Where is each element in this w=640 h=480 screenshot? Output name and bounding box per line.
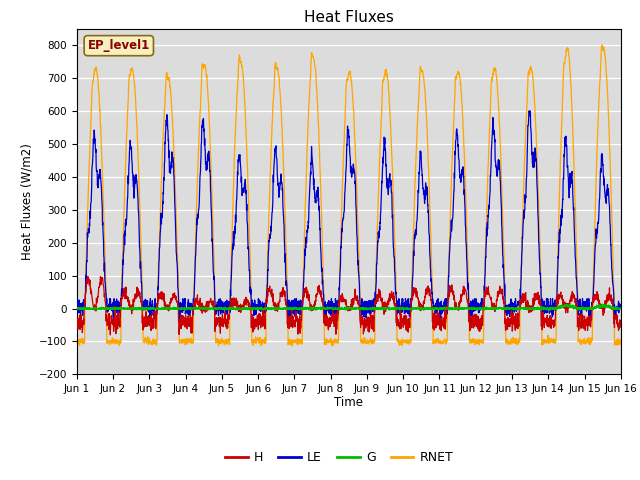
RNET [225,336,232,342]
G [584,306,591,312]
LE [507,302,515,308]
RNET [584,338,591,344]
H [617,324,625,330]
RNET [569,124,577,130]
RNET [507,341,515,347]
X-axis label: Time: Time [334,396,364,408]
Line: RNET: RNET [77,45,621,346]
LE [225,305,232,311]
H [377,292,385,298]
Line: H: H [77,276,621,335]
LE [284,318,292,324]
Text: EP_level1: EP_level1 [88,39,150,52]
Legend: H, LE, G, RNET: H, LE, G, RNET [220,446,458,469]
RNET [365,340,372,346]
G [569,302,577,308]
H [584,320,592,325]
RNET [617,336,625,342]
H [84,274,92,279]
Line: LE: LE [77,111,621,321]
G [73,306,81,312]
G [598,301,605,307]
H [507,320,515,326]
H [569,290,577,296]
RNET [73,339,81,345]
G [507,305,515,311]
G [617,306,625,312]
Title: Heat Fluxes: Heat Fluxes [304,10,394,25]
RNET [598,42,605,48]
G [546,308,554,313]
LE [584,303,592,309]
H [106,332,114,338]
LE [569,195,577,201]
RNET [288,343,296,349]
H [365,314,372,320]
LE [376,220,384,226]
RNET [376,139,384,145]
G [225,306,232,312]
LE [73,303,81,309]
Line: G: G [77,304,621,311]
G [376,306,384,312]
G [364,306,372,312]
Y-axis label: Heat Fluxes (W/m2): Heat Fluxes (W/m2) [20,143,33,260]
LE [617,301,625,307]
LE [525,108,532,114]
LE [365,307,372,312]
H [73,325,81,331]
H [225,317,233,323]
